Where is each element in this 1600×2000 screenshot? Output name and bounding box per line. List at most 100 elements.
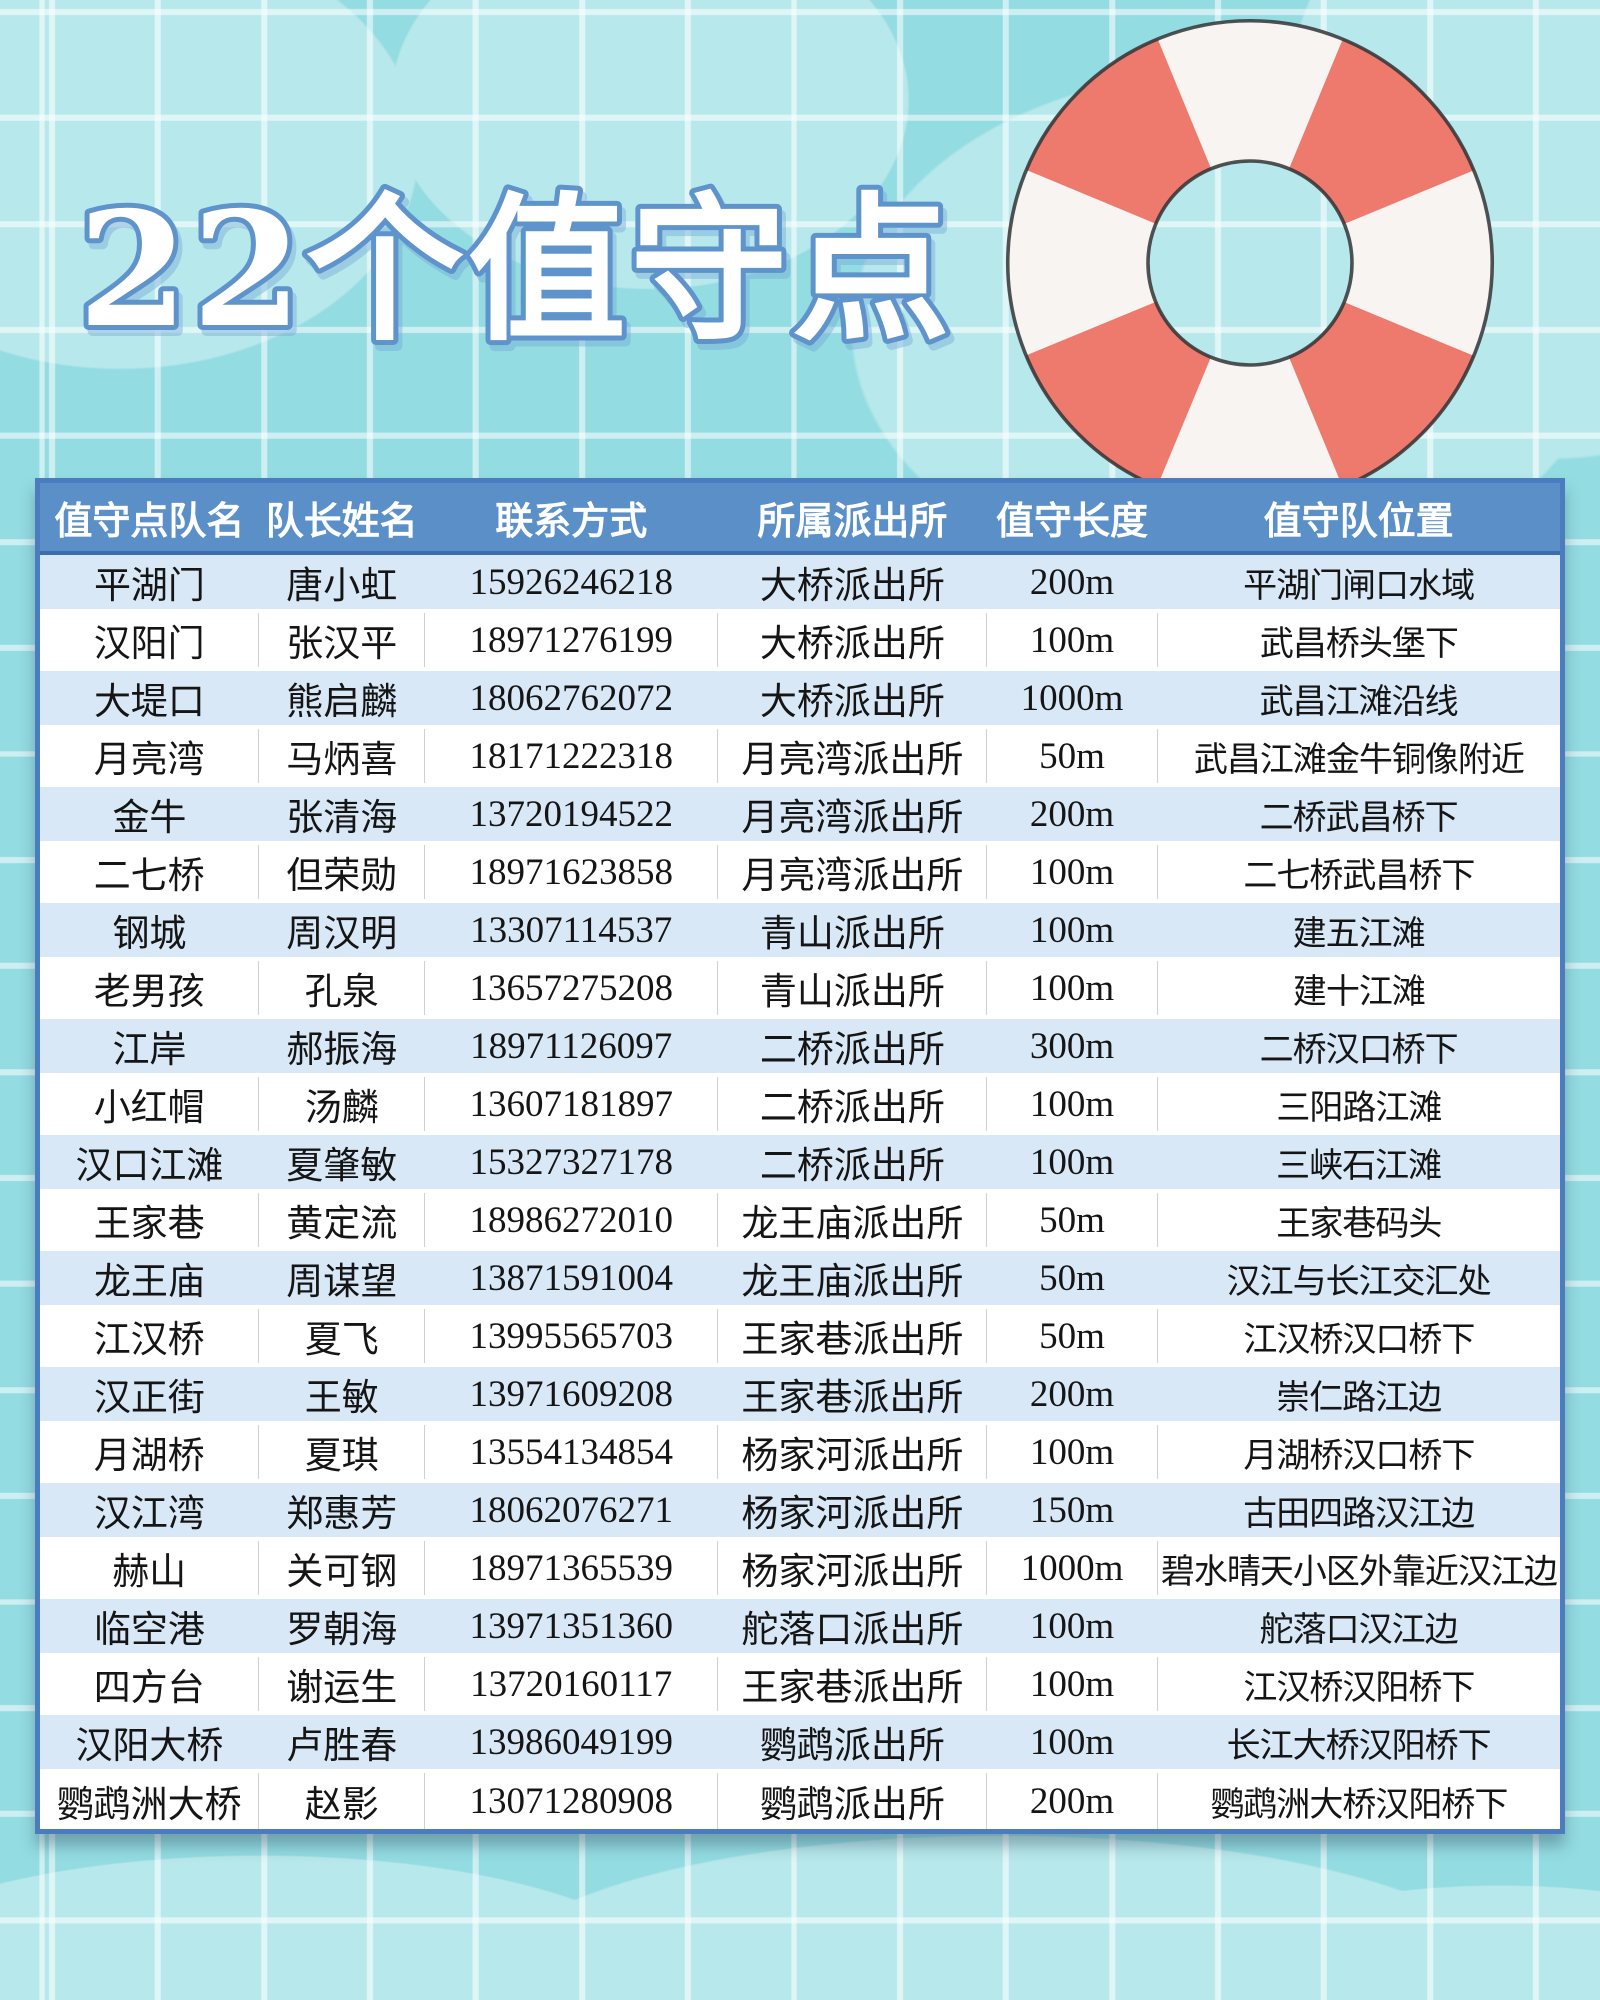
table-row: 月亮湾 马炳喜 18171222318 月亮湾派出所 50m 武昌江滩金牛铜像附… bbox=[40, 725, 1560, 785]
cell-phone-number: 18171222318 bbox=[424, 725, 718, 785]
cell-duty-length: 200m bbox=[986, 1769, 1158, 1829]
cell-duty-length: 100m bbox=[986, 841, 1158, 901]
cell-duty-length: 100m bbox=[986, 899, 1158, 959]
duty-points-table: 值守点队名 队长姓名 联系方式 所属派出所 值守长度 值守队位置 平湖门 唐小虹… bbox=[35, 478, 1565, 1834]
cell-duty-location: 舵落口汉江边 bbox=[1157, 1595, 1560, 1655]
cell-captain-name: 赵影 bbox=[258, 1769, 425, 1829]
cell-phone-number: 13657275208 bbox=[424, 957, 718, 1017]
cell-team-name: 大堤口 bbox=[40, 667, 259, 727]
cell-team-name: 平湖门 bbox=[40, 551, 259, 611]
table-row: 月湖桥 夏琪 13554134854 杨家河派出所 100m 月湖桥汉口桥下 bbox=[40, 1421, 1560, 1481]
cell-duty-length: 1000m bbox=[986, 667, 1158, 727]
cell-duty-location: 王家巷码头 bbox=[1156, 1189, 1560, 1249]
cell-police-station: 二桥派出所 bbox=[717, 1131, 987, 1191]
cell-captain-name: 王敏 bbox=[258, 1363, 425, 1423]
cell-duty-location: 武昌江滩沿线 bbox=[1157, 667, 1560, 727]
table-row: 金牛 张清海 13720194522 月亮湾派出所 200m 二桥武昌桥下 bbox=[40, 783, 1560, 843]
cell-police-station: 鹦鹉派出所 bbox=[717, 1711, 987, 1771]
cell-phone-number: 18971623858 bbox=[424, 841, 718, 901]
table-row: 江汉桥 夏飞 13995565703 王家巷派出所 50m 江汉桥汉口桥下 bbox=[40, 1305, 1560, 1365]
cell-duty-location: 江汉桥汉口桥下 bbox=[1156, 1305, 1560, 1365]
table-row: 小红帽 汤麟 13607181897 二桥派出所 100m 三阳路江滩 bbox=[40, 1073, 1560, 1133]
cell-duty-location: 二七桥武昌桥下 bbox=[1156, 841, 1560, 901]
cell-team-name: 龙王庙 bbox=[40, 1247, 259, 1307]
cell-duty-location: 建十江滩 bbox=[1156, 957, 1560, 1017]
header-duty-length: 值守长度 bbox=[986, 483, 1158, 555]
cell-police-station: 杨家河派出所 bbox=[717, 1537, 987, 1597]
cell-phone-number: 18062076271 bbox=[424, 1479, 718, 1539]
cell-duty-location: 武昌桥头堡下 bbox=[1156, 609, 1560, 669]
cell-duty-length: 50m bbox=[986, 1247, 1158, 1307]
header-contact: 联系方式 bbox=[424, 483, 718, 555]
cell-police-station: 大桥派出所 bbox=[717, 609, 987, 669]
cell-team-name: 赫山 bbox=[40, 1537, 259, 1597]
cell-captain-name: 卢胜春 bbox=[258, 1711, 425, 1771]
lifebuoy-white-ring bbox=[1007, 20, 1493, 506]
cell-police-station: 王家巷派出所 bbox=[717, 1363, 987, 1423]
lifebuoy-inner-outline bbox=[1146, 159, 1354, 367]
cell-team-name: 二七桥 bbox=[40, 841, 259, 901]
cell-phone-number: 13307114537 bbox=[424, 899, 718, 959]
cell-duty-length: 150m bbox=[986, 1479, 1158, 1539]
cell-duty-length: 300m bbox=[986, 1015, 1158, 1075]
cell-police-station: 王家巷派出所 bbox=[717, 1305, 987, 1365]
table-header-row: 值守点队名 队长姓名 联系方式 所属派出所 值守长度 值守队位置 bbox=[40, 483, 1560, 555]
cell-duty-location: 二桥武昌桥下 bbox=[1157, 783, 1560, 843]
table-row: 王家巷 黄定流 18986272010 龙王庙派出所 50m 王家巷码头 bbox=[40, 1189, 1560, 1249]
header-duty-location: 值守队位置 bbox=[1157, 483, 1560, 555]
table-row: 汉阳大桥 卢胜春 13986049199 鹦鹉派出所 100m 长江大桥汉阳桥下 bbox=[40, 1711, 1560, 1771]
cell-police-station: 大桥派出所 bbox=[717, 667, 987, 727]
cell-phone-number: 18971276199 bbox=[424, 609, 718, 669]
lifebuoy-icon bbox=[1005, 18, 1495, 508]
cell-police-station: 龙王庙派出所 bbox=[717, 1189, 987, 1249]
cell-duty-location: 汉江与长江交汇处 bbox=[1157, 1247, 1560, 1307]
cell-duty-location: 鹦鹉洲大桥汉阳桥下 bbox=[1156, 1769, 1560, 1829]
cell-captain-name: 夏飞 bbox=[258, 1305, 425, 1365]
cell-captain-name: 张汉平 bbox=[258, 609, 425, 669]
cell-phone-number: 13720160117 bbox=[424, 1653, 718, 1713]
cell-duty-length: 50m bbox=[986, 725, 1158, 785]
page-title: 22个值守点 bbox=[73, 173, 955, 368]
duty-table: 值守点队名 队长姓名 联系方式 所属派出所 值守长度 值守队位置 平湖门 唐小虹… bbox=[40, 483, 1560, 1829]
cell-phone-number: 18986272010 bbox=[424, 1189, 718, 1249]
table-row: 龙王庙 周谋望 13871591004 龙王庙派出所 50m 汉江与长江交汇处 bbox=[40, 1247, 1560, 1307]
table-row: 钢城 周汉明 13307114537 青山派出所 100m 建五江滩 bbox=[40, 899, 1560, 959]
cell-police-station: 大桥派出所 bbox=[717, 551, 987, 611]
cell-captain-name: 马炳喜 bbox=[258, 725, 425, 785]
table-row: 平湖门 唐小虹 15926246218 大桥派出所 200m 平湖门闸口水域 bbox=[40, 551, 1560, 611]
cell-phone-number: 18062762072 bbox=[424, 667, 718, 727]
table-row: 大堤口 熊启麟 18062762072 大桥派出所 1000m 武昌江滩沿线 bbox=[40, 667, 1560, 727]
cell-duty-location: 古田四路汉江边 bbox=[1157, 1479, 1560, 1539]
cell-duty-location: 江汉桥汉阳桥下 bbox=[1156, 1653, 1560, 1713]
cell-duty-length: 50m bbox=[986, 1189, 1158, 1249]
cell-police-station: 月亮湾派出所 bbox=[717, 783, 987, 843]
cell-police-station: 龙王庙派出所 bbox=[717, 1247, 987, 1307]
cell-police-station: 月亮湾派出所 bbox=[717, 725, 987, 785]
cell-duty-length: 100m bbox=[986, 1711, 1158, 1771]
cell-police-station: 青山派出所 bbox=[717, 957, 987, 1017]
cell-team-name: 汉阳大桥 bbox=[40, 1711, 259, 1771]
cell-duty-location: 武昌江滩金牛铜像附近 bbox=[1156, 725, 1560, 785]
cell-phone-number: 13995565703 bbox=[424, 1305, 718, 1365]
table-row: 鹦鹉洲大桥 赵影 13071280908 鹦鹉派出所 200m 鹦鹉洲大桥汉阳桥… bbox=[40, 1769, 1560, 1829]
cell-team-name: 老男孩 bbox=[40, 957, 259, 1017]
cell-phone-number: 15327327178 bbox=[424, 1131, 718, 1191]
cell-team-name: 汉江湾 bbox=[40, 1479, 259, 1539]
cell-team-name: 汉正街 bbox=[40, 1363, 259, 1423]
cell-team-name: 汉口江滩 bbox=[40, 1131, 259, 1191]
cell-duty-length: 100m bbox=[986, 957, 1158, 1017]
cell-duty-length: 50m bbox=[986, 1305, 1158, 1365]
cell-duty-length: 1000m bbox=[986, 1537, 1158, 1597]
cell-team-name: 月亮湾 bbox=[40, 725, 259, 785]
cell-police-station: 月亮湾派出所 bbox=[717, 841, 987, 901]
cell-police-station: 舵落口派出所 bbox=[717, 1595, 987, 1655]
cell-team-name: 鹦鹉洲大桥 bbox=[40, 1769, 259, 1829]
cell-team-name: 小红帽 bbox=[40, 1073, 259, 1133]
cell-captain-name: 黄定流 bbox=[258, 1189, 425, 1249]
duty-table-body: 平湖门 唐小虹 15926246218 大桥派出所 200m 平湖门闸口水域 汉… bbox=[40, 551, 1560, 1829]
cell-duty-location: 三峡石江滩 bbox=[1157, 1131, 1560, 1191]
cell-duty-length: 200m bbox=[986, 551, 1158, 611]
cell-phone-number: 18971126097 bbox=[424, 1015, 718, 1075]
table-row: 临空港 罗朝海 13971351360 舵落口派出所 100m 舵落口汉江边 bbox=[40, 1595, 1560, 1655]
cell-captain-name: 张清海 bbox=[258, 783, 425, 843]
